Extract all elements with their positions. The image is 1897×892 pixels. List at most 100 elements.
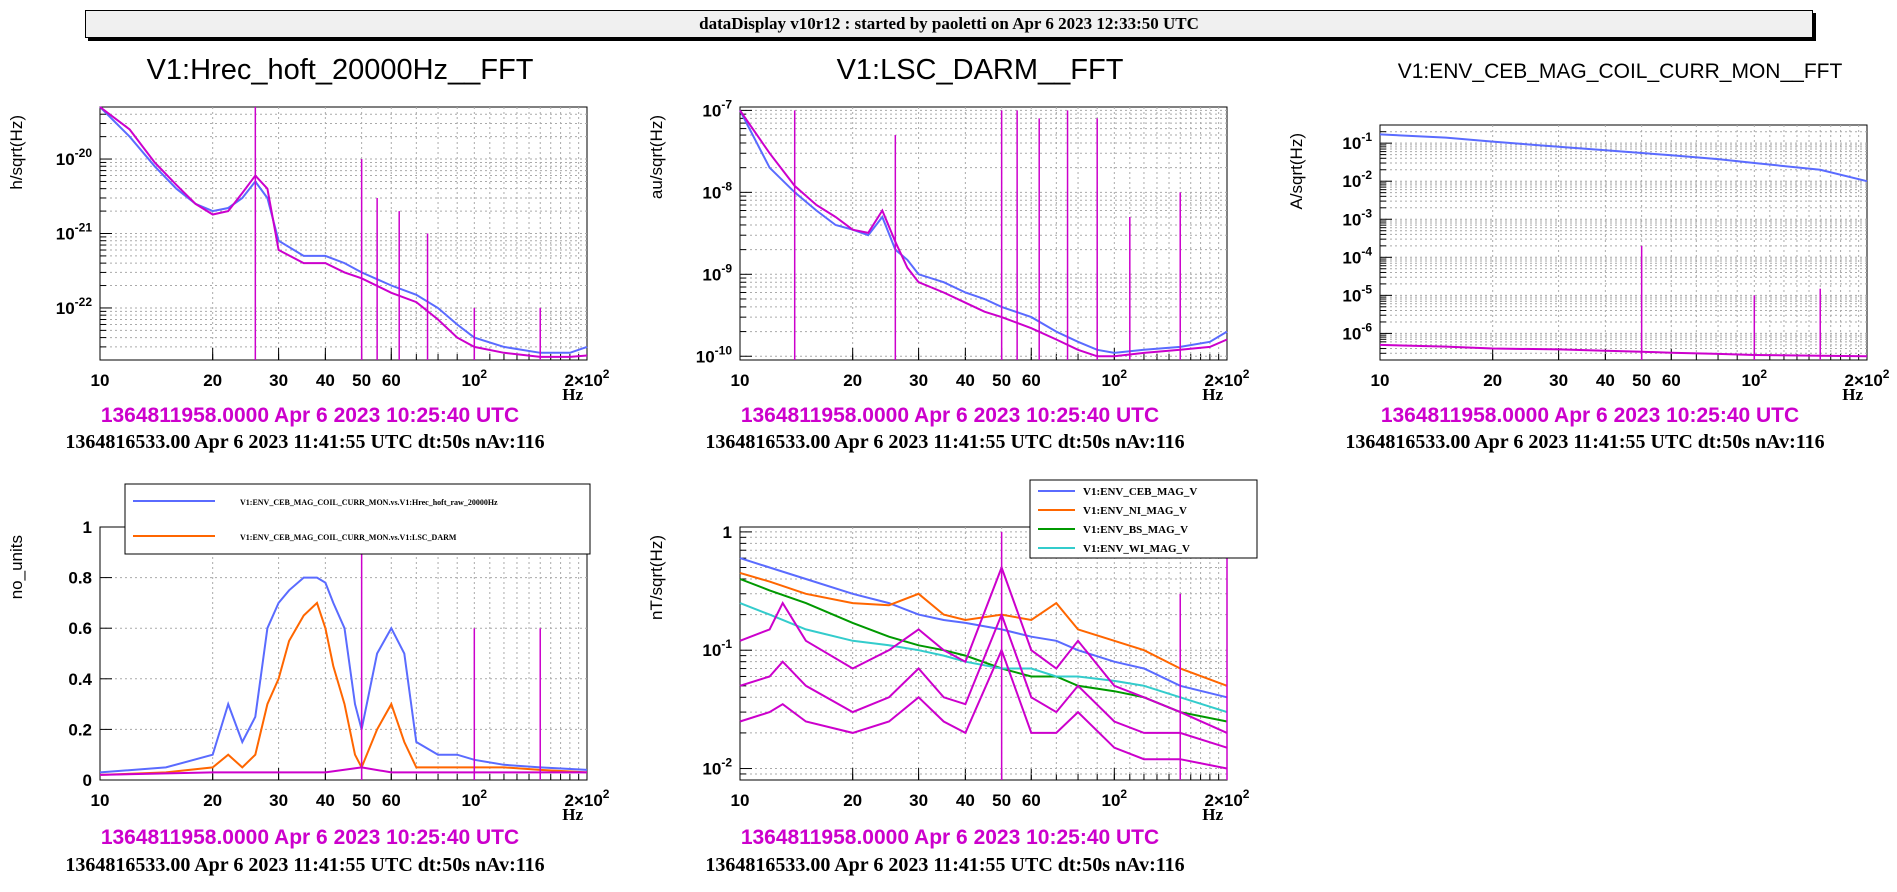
x-axis-label: Hz [562, 385, 583, 404]
legend-box [1029, 479, 1258, 559]
y-tick-label: 10-10 [696, 343, 733, 366]
x-tick-label: 102 [462, 787, 488, 810]
y-tick-exp: -4 [1361, 244, 1372, 258]
series-line-magenta [739, 564, 1228, 734]
plot-title-coil: V1:ENV_CEB_MAG_COIL_CURR_MON__FFT [1397, 60, 1843, 83]
y-tick-label: 1 [83, 518, 92, 537]
x-tick-label: 50 [352, 371, 371, 390]
x-tick-label: 102 [462, 367, 488, 390]
y-tick-exp: -1 [1361, 130, 1372, 144]
x-tick-label: 10 [91, 371, 110, 390]
plot-frame [99, 526, 588, 781]
x-tick-label: 40 [316, 371, 335, 390]
series-line-blue [1379, 133, 1868, 183]
y-tick-label: 10-3 [1342, 206, 1372, 229]
footer-gps-4: 1364811958.0000 Apr 6 2023 10:25:40 UTC [740, 826, 1160, 849]
app-header: dataDisplay v10r12 : started by paoletti… [85, 10, 1813, 38]
y-tick-label: 10-9 [702, 261, 732, 284]
x-tick-label: 20 [203, 791, 222, 810]
legend-label: V1:ENV_BS_MAG_V [1083, 524, 1188, 536]
y-tick-exp: -22 [75, 295, 93, 309]
x-tick-exp: 2 [1120, 367, 1127, 381]
series-line-magenta [739, 109, 1228, 358]
footer-gps-0: 1364811958.0000 Apr 6 2023 10:25:40 UTC [100, 404, 520, 427]
y-tick-label: 10-8 [702, 179, 732, 202]
x-tick-label: 40 [956, 371, 975, 390]
y-tick-label: 10-2 [1342, 168, 1372, 191]
x-tick-label: 2×102 [1205, 787, 1250, 810]
x-tick-label: 102 [1102, 367, 1128, 390]
y-tick-label: 10-5 [1342, 282, 1372, 305]
y-tick-label: 0.8 [68, 569, 92, 588]
series-line-blue [99, 576, 588, 774]
y-tick-exp: -7 [721, 97, 732, 111]
x-tick-exp: 2 [603, 787, 610, 801]
x-tick-label: 60 [1662, 371, 1681, 390]
series-line-magenta [739, 647, 1228, 770]
x-tick-label: 2×102 [1845, 367, 1890, 390]
x-tick-label: 10 [731, 791, 750, 810]
x-tick-exp: 2 [480, 787, 487, 801]
x-tick-exp: 2 [1243, 787, 1250, 801]
x-tick-label: 10 [1371, 371, 1390, 390]
x-tick-label: 30 [909, 371, 928, 390]
x-tick-label: 20 [203, 371, 222, 390]
x-tick-exp: 2 [1243, 367, 1250, 381]
x-tick-label: 20 [1483, 371, 1502, 390]
x-tick-label: 50 [1632, 371, 1651, 390]
y-tick-label: 10-4 [1342, 244, 1372, 267]
y-tick-exp: -2 [721, 756, 732, 770]
x-tick-label: 2×102 [565, 787, 610, 810]
y-tick-label: 0 [83, 771, 92, 790]
y-tick-label: 10-2 [702, 756, 732, 779]
legend-label: V1:ENV_CEB_MAG_COIL_CURR_MON.vs.V1:Hrec_… [240, 498, 498, 507]
x-tick-label: 60 [1022, 371, 1041, 390]
y-tick-exp: -20 [75, 146, 93, 160]
series-line-magenta [99, 106, 588, 358]
series-line-magenta [739, 611, 1228, 749]
y-tick-exp: -10 [715, 343, 733, 357]
plot-title-darm: V1:LSC_DARM__FFT [836, 54, 1124, 86]
x-tick-exp: 2 [1760, 367, 1767, 381]
y-tick-exp: -21 [75, 221, 93, 235]
x-tick-label: 20 [843, 371, 862, 390]
x-tick-label: 2×102 [565, 367, 610, 390]
y-axis-label: no_units [7, 535, 26, 599]
series-line-orange [99, 601, 588, 776]
y-axis-label: nT/sqrt(Hz) [647, 535, 666, 620]
y-axis-label: h/sqrt(Hz) [7, 115, 26, 190]
legend-label: V1:ENV_CEB_MAG_V [1083, 486, 1197, 498]
footer-ref-1: 1364816533.00 Apr 6 2023 11:41:55 UTC dt… [705, 431, 1185, 453]
header-title: dataDisplay v10r12 : started by paoletti… [699, 14, 1199, 33]
y-tick-label: 10-22 [56, 295, 93, 318]
legend-label: V1:ENV_WI_MAG_V [1083, 543, 1190, 555]
x-tick-exp: 2 [1120, 787, 1127, 801]
y-tick-exp: -2 [1361, 168, 1372, 182]
plot-frame [1379, 124, 1868, 361]
x-axis-label: Hz [562, 805, 583, 824]
footer-gps-3: 1364811958.0000 Apr 6 2023 10:25:40 UTC [100, 826, 520, 849]
plot-title-hoft: V1:Hrec_hoft_20000Hz__FFT [146, 54, 534, 86]
y-tick-label: 10-6 [1342, 320, 1372, 343]
y-tick-label: 0.4 [68, 670, 92, 689]
footer-ref-3: 1364816533.00 Apr 6 2023 11:41:55 UTC dt… [65, 854, 545, 876]
footer-gps-1: 1364811958.0000 Apr 6 2023 10:25:40 UTC [740, 404, 1160, 427]
footer-ref-2: 1364816533.00 Apr 6 2023 11:41:55 UTC dt… [1345, 431, 1825, 453]
y-tick-exp: -1 [721, 637, 732, 651]
y-tick-exp: -6 [1361, 320, 1372, 334]
x-tick-exp: 2 [603, 367, 610, 381]
y-tick-label: 0.2 [68, 720, 92, 739]
y-tick-label: 10-1 [1342, 130, 1372, 153]
y-tick-label: 10-7 [702, 97, 732, 120]
series-line-magenta [99, 766, 587, 776]
series-line-blue [739, 109, 1228, 354]
y-tick-label: 10-1 [702, 637, 732, 660]
x-tick-label: 50 [352, 791, 371, 810]
y-axis-label: au/sqrt(Hz) [647, 115, 666, 199]
footer-ref-4: 1364816533.00 Apr 6 2023 11:41:55 UTC dt… [705, 854, 1185, 876]
footer-gps-2: 1364811958.0000 Apr 6 2023 10:25:40 UTC [1380, 404, 1800, 427]
x-tick-label: 60 [382, 791, 401, 810]
